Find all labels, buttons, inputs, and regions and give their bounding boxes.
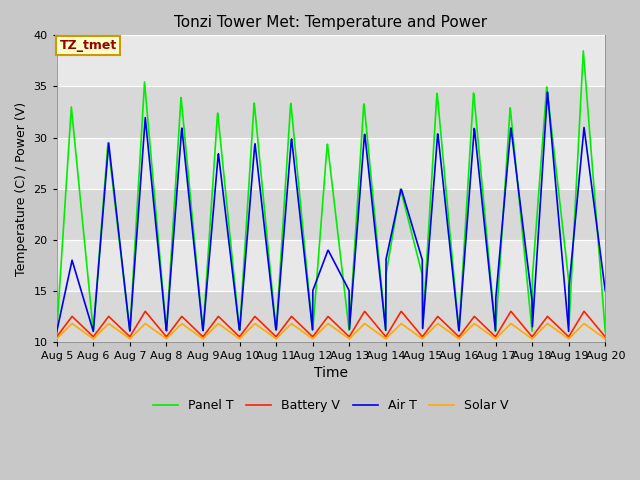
Panel T bbox=[579, 48, 587, 54]
Line: Air T: Air T bbox=[57, 92, 605, 332]
X-axis label: Time: Time bbox=[314, 367, 348, 381]
Bar bbox=[57, 240, 605, 291]
Solar V bbox=[286, 322, 294, 328]
Line: Solar V: Solar V bbox=[57, 324, 605, 339]
Bar bbox=[57, 138, 605, 189]
Solar V bbox=[602, 336, 609, 342]
Battery V bbox=[297, 323, 305, 328]
Air T bbox=[95, 256, 103, 262]
Panel T bbox=[95, 253, 103, 259]
Solar V bbox=[118, 330, 125, 336]
Panel T bbox=[297, 204, 305, 210]
Y-axis label: Temperature (C) / Power (V): Temperature (C) / Power (V) bbox=[15, 102, 28, 276]
Air T bbox=[53, 329, 61, 335]
Solar V bbox=[307, 335, 315, 340]
Air T bbox=[297, 220, 305, 226]
Text: TZ_tmet: TZ_tmet bbox=[60, 39, 116, 52]
Solar V bbox=[96, 330, 104, 336]
Air T bbox=[602, 288, 609, 294]
Solar V bbox=[365, 324, 373, 330]
Legend: Panel T, Battery V, Air T, Solar V: Panel T, Battery V, Air T, Solar V bbox=[148, 394, 514, 417]
Battery V bbox=[580, 308, 588, 314]
Air T bbox=[307, 310, 314, 316]
Line: Battery V: Battery V bbox=[57, 311, 605, 337]
Bar bbox=[57, 189, 605, 240]
Battery V bbox=[365, 313, 372, 319]
Battery V bbox=[118, 326, 125, 332]
Battery V bbox=[285, 316, 293, 322]
Panel T bbox=[53, 329, 61, 335]
Solar V bbox=[68, 321, 76, 326]
Air T bbox=[285, 160, 293, 166]
Panel T bbox=[285, 120, 293, 125]
Title: Tonzi Tower Met: Temperature and Power: Tonzi Tower Met: Temperature and Power bbox=[175, 15, 488, 30]
Panel T bbox=[365, 151, 372, 156]
Bar bbox=[57, 86, 605, 138]
Panel T bbox=[307, 308, 314, 313]
Panel T bbox=[118, 257, 125, 263]
Battery V bbox=[95, 326, 103, 332]
Air T bbox=[365, 169, 372, 175]
Solar V bbox=[298, 328, 305, 334]
Battery V bbox=[307, 332, 314, 338]
Line: Panel T: Panel T bbox=[57, 51, 605, 332]
Battery V bbox=[602, 334, 609, 340]
Battery V bbox=[53, 334, 61, 340]
Bar bbox=[57, 36, 605, 86]
Panel T bbox=[602, 329, 609, 335]
Bar bbox=[57, 291, 605, 342]
Solar V bbox=[53, 336, 61, 342]
Air T bbox=[543, 89, 551, 95]
Air T bbox=[118, 254, 125, 260]
